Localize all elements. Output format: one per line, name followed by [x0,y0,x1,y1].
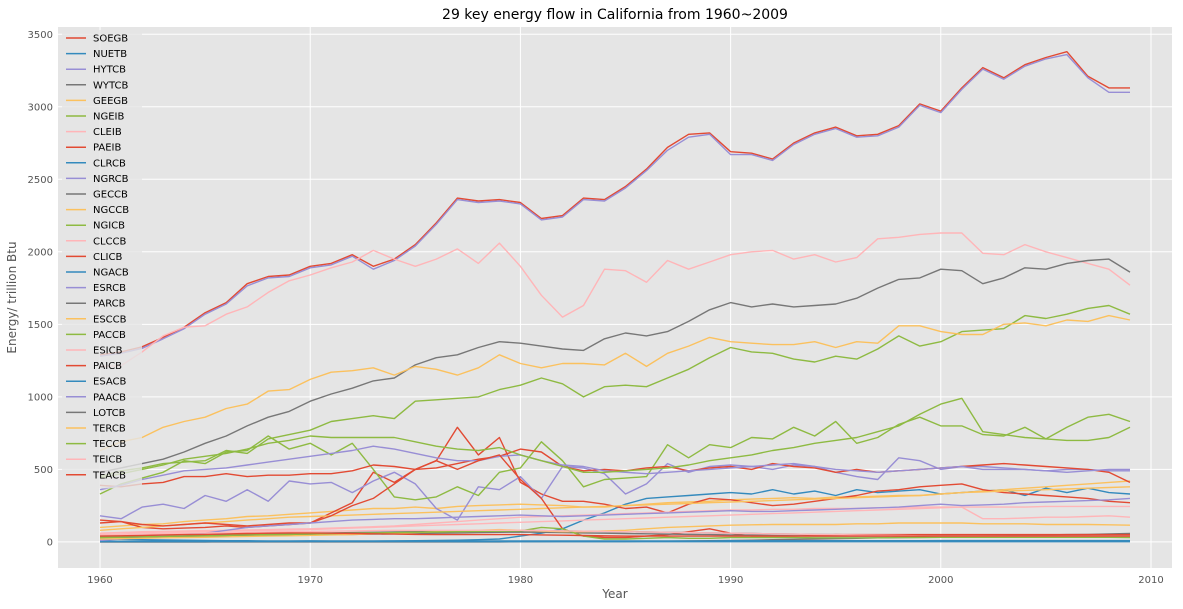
y-tick-label: 1500 [28,320,53,331]
y-tick-label: 2000 [28,247,53,258]
legend-label: ESICB [93,346,123,357]
series-line-esicb [99,505,1130,534]
x-tick-label: 1960 [87,575,112,586]
series-line-paacb [99,497,1131,542]
series-lines [99,51,1131,543]
legend-label: PACCB [93,330,126,341]
legend-label: TECCB [92,439,126,450]
y-tick-label: 500 [34,465,53,476]
legend-label: ESACB [93,377,126,388]
series-line-paicb [99,454,1130,539]
x-tick-label: 2010 [1138,575,1163,586]
legend-label: LOTCB [93,408,126,419]
series-line-teccb [99,526,1131,540]
series-line-cleib [99,232,1131,368]
series-line-hytcb [99,53,1130,357]
y-tick-label: 0 [47,537,53,548]
legend-label: PARCB [93,299,126,310]
legend-label: NGRCB [93,174,129,185]
series-line-ngicb [99,413,1131,501]
legend-label: HYTCB [93,65,126,76]
chart-title: 29 key energy flow in California from 19… [442,7,788,23]
legend-label: NGACB [93,268,129,279]
legend-label: PAACB [93,392,126,403]
legend-label: TEACB [92,470,126,481]
x-axis-label: Year [601,587,627,601]
x-tick-label: 1990 [718,575,743,586]
legend-label: GECCB [93,190,128,201]
legend-label: NGEIB [93,112,124,123]
legend-label: CLEIB [93,127,122,138]
x-tick-label: 2000 [928,575,953,586]
legend-label: NUETB [93,49,127,60]
legend: SOEGB NUETB HYTCB WYTCB GEEGB NGEIB CLEIB PAEIB… [62,30,142,489]
grid [58,27,1172,568]
series-line-ngccb [99,314,1131,452]
legend-label: CLICB [93,252,122,263]
legend-label: NGCCB [93,205,129,216]
legend-label: TERCB [92,424,126,435]
plot-background [58,27,1172,568]
y-tick-label: 2500 [28,175,53,186]
legend-label: WYTCB [93,80,129,91]
series-line-geccb [99,258,1131,473]
y-tick-label: 1000 [28,392,53,403]
x-tick-label: 1980 [508,575,533,586]
series-line-tercb [99,522,1131,540]
legend-label: CLRCB [93,158,126,169]
legend-label: TEICB [92,455,122,466]
tick-labels: 1960 1970 1980 1990 2000 2010 0 500 1000 1500 2000… [28,30,1164,586]
y-tick-label: 3000 [28,102,53,113]
y-tick-label: 3500 [28,30,53,41]
legend-label: GEEGB [93,96,128,107]
series-line-teacb [99,532,1130,537]
series-line-soegb [99,51,1130,356]
legend-label: SOEGB [93,34,128,45]
legend-label: NGICB [93,221,125,232]
legend-label: CLCCB [93,236,127,247]
series-line-paccb [99,397,1131,479]
y-axis-label: Energy/ trillion Btu [5,241,19,353]
legend-label: ESCCB [93,314,127,325]
legend-label: PAEIB [93,143,121,154]
x-tick-label: 1970 [297,575,322,586]
legend-label: PAICB [93,361,122,372]
series-line-esccb [99,486,1131,531]
legend-label: ESRCB [93,283,126,294]
